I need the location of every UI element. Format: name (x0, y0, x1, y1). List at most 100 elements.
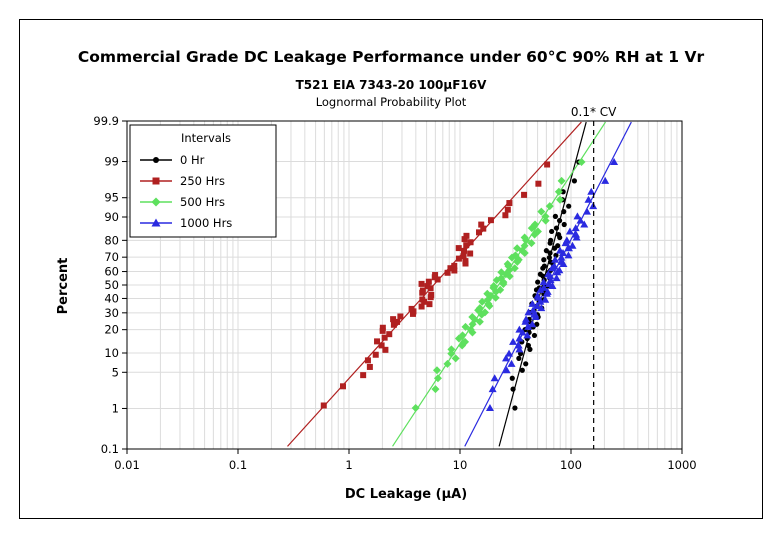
data-point-1000hrs (515, 325, 524, 333)
data-point-500hrs (447, 345, 456, 354)
data-point-500hrs (461, 322, 470, 331)
data-point-250hrs (461, 247, 468, 254)
data-point-1000hrs (539, 283, 548, 291)
data-point-0hr (519, 367, 525, 373)
legend-marker-diamond (151, 197, 161, 207)
data-point-250hrs (535, 180, 542, 187)
data-point-250hrs (504, 206, 511, 213)
data-point-500hrs (458, 331, 467, 340)
data-point-500hrs (537, 207, 546, 216)
data-point-500hrs (520, 233, 529, 242)
data-point-1000hrs (502, 366, 511, 374)
data-point-500hrs (541, 216, 550, 225)
data-point-250hrs (419, 296, 426, 303)
x-tick-label: 10 (453, 458, 468, 472)
data-point-1000hrs (584, 195, 593, 203)
legend-label: 500 Hrs (180, 195, 225, 209)
x-tick-label: 0.01 (114, 458, 140, 472)
data-point-500hrs (461, 337, 470, 346)
data-point-0hr (561, 221, 567, 228)
data-point-1000hrs (524, 322, 533, 330)
plot-area: 0.1* CV 0.01 0.1 1 10 100 1000 0.1 1 5 10 20 3040506… (93, 105, 696, 472)
data-point-500hrs (489, 281, 498, 290)
data-point-500hrs (475, 304, 484, 313)
data-point-250hrs (544, 161, 551, 168)
y-tick-label: 40 (104, 291, 119, 305)
chart-svg: Commercial Grade DC Leakage Performance … (56, 48, 704, 502)
data-point-500hrs (531, 220, 540, 229)
data-point-1000hrs (514, 341, 523, 349)
data-point-250hrs (390, 316, 397, 323)
data-point-250hrs (455, 245, 462, 252)
x-tick-label: 1 (345, 458, 352, 472)
fit-line-2 (287, 121, 582, 447)
data-point-1000hrs (550, 262, 559, 270)
x-axis-label: DC Leakage (µA) (345, 487, 467, 502)
data-point-500hrs (520, 249, 529, 258)
data-point-250hrs (424, 283, 431, 290)
data-point-1000hrs (509, 337, 518, 345)
data-point-0hr (556, 218, 563, 224)
data-point-1000hrs (536, 285, 545, 293)
data-point-500hrs (527, 239, 536, 248)
chart-subtitle: T521 EIA 7343-20 100µF16V (296, 78, 488, 92)
data-point-0hr (510, 386, 516, 392)
data-point-250hrs (521, 191, 528, 198)
data-point-500hrs (497, 268, 506, 277)
data-point-500hrs (541, 212, 550, 221)
data-point-250hrs (432, 272, 439, 279)
data-point-250hrs (502, 212, 509, 219)
data-point-250hrs (374, 338, 381, 345)
data-point-250hrs (463, 232, 470, 239)
data-point-1000hrs (601, 176, 610, 184)
data-point-0hr (509, 375, 515, 381)
data-point-250hrs (418, 280, 425, 287)
data-point-1000hrs (524, 308, 533, 316)
y-tick-label: 60 (104, 265, 119, 279)
data-point-0hr (543, 248, 549, 254)
data-point-0hr (547, 259, 554, 265)
data-point-500hrs (556, 195, 565, 204)
data-point-0hr (555, 243, 561, 249)
data-point-1000hrs (490, 374, 499, 382)
reference-line-label: 0.1* CV (571, 105, 617, 119)
y-tick-label: 1 (112, 401, 119, 415)
data-point-1000hrs (533, 291, 542, 299)
data-point-500hrs (443, 359, 452, 368)
data-point-250hrs (467, 250, 474, 257)
y-tick-label: 20 (104, 323, 119, 337)
y-tick-label: 99 (104, 155, 119, 169)
data-point-1000hrs (552, 274, 561, 282)
data-point-1000hrs (488, 385, 497, 393)
data-point-0hr (553, 252, 559, 258)
data-point-1000hrs (537, 304, 546, 312)
data-point-250hrs (425, 278, 432, 285)
data-point-0hr (555, 231, 562, 238)
data-point-1000hrs (568, 241, 577, 249)
legend-marker-triangle (151, 218, 161, 227)
data-point-1000hrs (546, 276, 555, 284)
y-tick-label: 5 (112, 365, 119, 379)
data-point-250hrs (360, 372, 367, 379)
data-point-1000hrs (536, 297, 545, 305)
data-point-250hrs (460, 253, 467, 260)
data-point-500hrs (503, 260, 512, 269)
data-point-0hr (552, 213, 559, 219)
data-point-500hrs (497, 274, 506, 283)
data-point-250hrs (381, 334, 388, 341)
data-point-250hrs (386, 331, 393, 338)
data-point-250hrs (397, 313, 404, 320)
data-point-250hrs (339, 383, 346, 390)
data-point-0hr (541, 257, 547, 263)
data-point-0hr (546, 254, 552, 261)
x-tick-label: 1000 (667, 458, 696, 472)
data-point-1000hrs (522, 315, 531, 323)
data-point-1000hrs (528, 320, 537, 328)
x-tick-label: 0.1 (229, 458, 247, 472)
data-point-500hrs (557, 176, 566, 185)
data-point-1000hrs (572, 230, 581, 238)
legend-marker-square (152, 177, 160, 185)
y-tick-label: 99.9 (93, 114, 119, 128)
data-point-0hr (547, 250, 553, 256)
data-point-250hrs (455, 255, 462, 262)
